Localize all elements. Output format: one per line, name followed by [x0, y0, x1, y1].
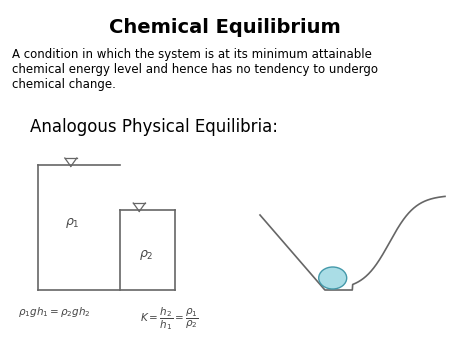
Text: $\rho_1 g h_1 = \rho_2 g h_2$: $\rho_1 g h_1 = \rho_2 g h_2$	[18, 305, 91, 319]
Text: Chemical Equilibrium: Chemical Equilibrium	[109, 18, 341, 37]
Text: Analogous Physical Equilibria:: Analogous Physical Equilibria:	[30, 118, 278, 136]
Text: $\rho_1$: $\rho_1$	[65, 216, 80, 230]
Text: $K = \dfrac{h_2}{h_1} = \dfrac{\rho_1}{\rho_2}$: $K = \dfrac{h_2}{h_1} = \dfrac{\rho_1}{\…	[140, 305, 198, 332]
Text: $\rho_2$: $\rho_2$	[139, 248, 153, 262]
Text: A condition in which the system is at its minimum attainable
chemical energy lev: A condition in which the system is at it…	[12, 48, 378, 91]
Ellipse shape	[319, 267, 346, 289]
